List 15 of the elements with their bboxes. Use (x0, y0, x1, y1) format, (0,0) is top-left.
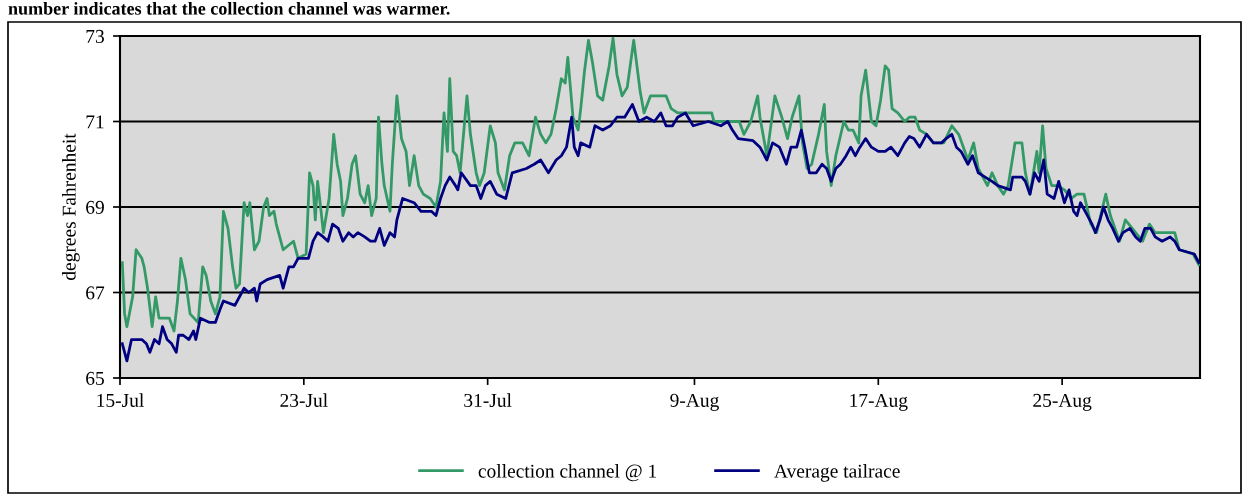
x-tick-label: 31-Jul (464, 393, 512, 407)
legend-label: collection channel @ 1 (478, 464, 657, 482)
y-tick-label: 65 (86, 371, 104, 385)
x-tick-label: 15-Jul (97, 393, 144, 407)
y-tick-label: 71 (86, 115, 104, 129)
x-tick-label: 9-Aug (670, 393, 719, 411)
y-tick-label: 67 (86, 286, 105, 300)
text: number indicates that the collection channel was warmer. (8, 2, 450, 15)
x-tick-label: 23-Jul (280, 393, 328, 407)
y-tick-label: 69 (86, 200, 104, 214)
x-tick-label: 17-Aug (850, 393, 908, 411)
x-tick-label: 25-Aug (1033, 393, 1092, 411)
y-axis-title: degrees Fahrenheit (62, 133, 80, 280)
y-tick-label: 73 (86, 29, 104, 43)
legend-label: Average tailrace (774, 464, 900, 482)
